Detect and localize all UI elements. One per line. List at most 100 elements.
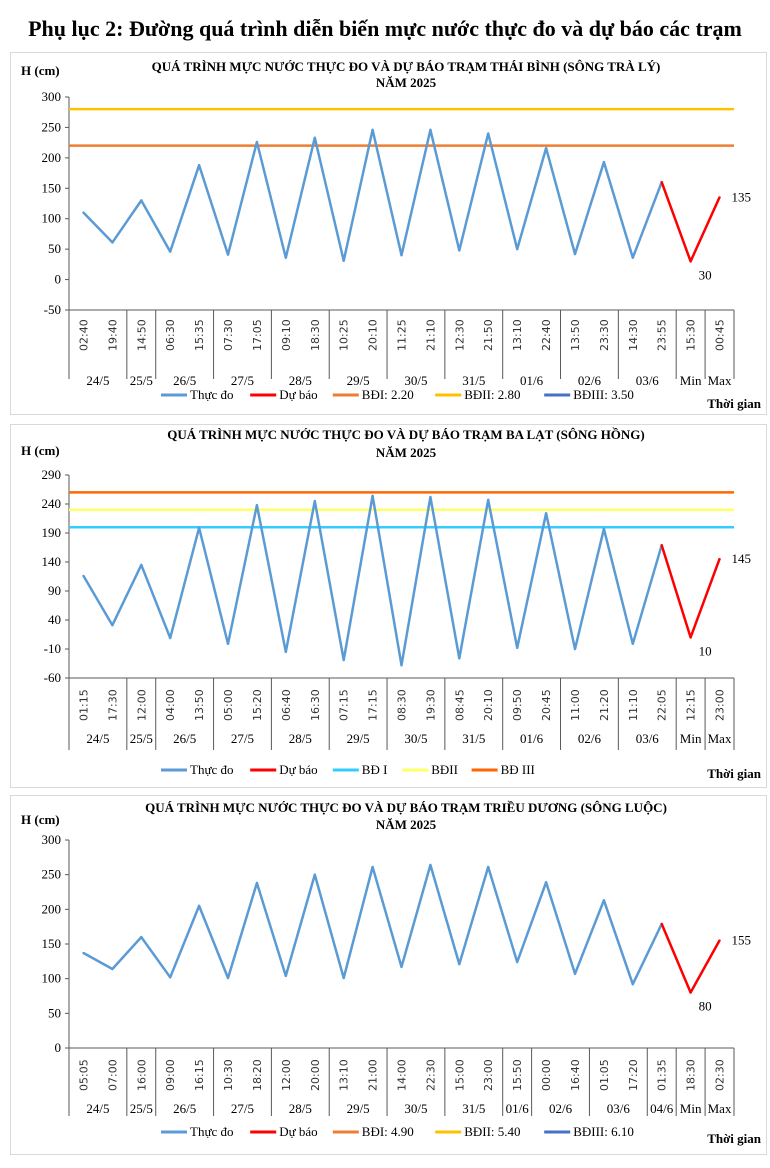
x-tick-label: 15:35 — [193, 319, 206, 351]
x-tick-label: 02:40 — [77, 319, 90, 351]
data-point — [602, 527, 606, 531]
data-point — [255, 503, 259, 507]
x-date-label: 24/5 — [86, 731, 109, 746]
legend-label: BĐII: 2.80 — [464, 387, 520, 402]
x-tick-label: 02:30 — [714, 1059, 727, 1091]
data-point — [429, 863, 432, 867]
measured-series-line — [82, 863, 663, 986]
x-tick-label: 11:25 — [396, 319, 409, 351]
chart-subtitle: NĂM 2025 — [376, 817, 437, 832]
x-date-label: 25/5 — [130, 373, 153, 388]
x-tick-label: 17:15 — [367, 689, 380, 721]
data-point — [197, 904, 201, 908]
y-tick-label: -10 — [44, 641, 61, 656]
x-tick-label: 16:15 — [193, 1059, 206, 1091]
x-date-label: 24/5 — [86, 1101, 109, 1116]
y-tick-label: 200 — [42, 901, 62, 916]
x-date-label: Min — [680, 731, 702, 746]
data-point — [140, 563, 143, 567]
data-point — [429, 495, 432, 499]
data-point — [111, 241, 114, 244]
x-date-label: 29/5 — [347, 373, 370, 388]
x-tick-label: 01:15 — [77, 689, 90, 721]
x-tick-label: 06:40 — [280, 689, 293, 721]
x-tick-label: 19:40 — [106, 319, 119, 351]
data-point — [400, 254, 403, 257]
data-point — [689, 991, 692, 994]
forecast-value-label: 10 — [699, 643, 712, 658]
forecast-value-label: 145 — [732, 551, 752, 566]
x-date-label: 30/5 — [404, 373, 427, 388]
legend-label: BĐIII: 6.10 — [573, 1124, 634, 1139]
y-tick-label: 240 — [42, 496, 62, 511]
legend-label: Dự báo — [279, 762, 317, 777]
y-tick-label: -60 — [44, 670, 61, 685]
data-point — [718, 557, 721, 561]
x-tick-label: 20:10 — [482, 689, 495, 721]
data-point — [602, 899, 606, 902]
x-date-label: 28/5 — [289, 1101, 312, 1116]
x-date-label: 30/5 — [404, 731, 427, 746]
x-tick-label: 13:50 — [569, 319, 582, 351]
data-point — [660, 543, 663, 547]
data-point — [515, 960, 519, 964]
data-point — [400, 664, 403, 667]
x-tick-label: 19:30 — [424, 689, 437, 721]
x-date-label: 28/5 — [289, 373, 312, 388]
chart-subtitle: NĂM 2025 — [376, 75, 437, 90]
data-point — [255, 140, 259, 144]
x-date-label: 02/6 — [578, 373, 602, 388]
legend-item: BĐII: 5.40 — [435, 1124, 521, 1139]
y-tick-label: 100 — [42, 971, 62, 986]
legend-label: Thực đo — [190, 387, 234, 402]
legend-item: BĐI: 4.90 — [332, 1124, 414, 1139]
chart-svg: QUÁ TRÌNH MỰC NƯỚC THỰC ĐO VÀ DỰ BÁO TRẠ… — [21, 427, 762, 781]
x-date-label: 02/6 — [549, 1101, 573, 1116]
data-point — [284, 650, 288, 654]
data-point — [371, 494, 374, 498]
data-point — [226, 642, 230, 645]
data-point — [515, 646, 519, 650]
x-tick-label: 12:15 — [685, 689, 698, 721]
data-point — [168, 636, 172, 640]
data-point — [660, 922, 663, 926]
forecast-series-line — [660, 181, 721, 263]
data-point — [342, 259, 345, 262]
y-tick-label: 190 — [42, 525, 62, 540]
forecast-value-label: 135 — [732, 189, 752, 204]
data-point — [458, 657, 461, 660]
data-point — [544, 881, 548, 884]
legend-label: BĐ III — [501, 762, 535, 777]
y-tick-label: 100 — [42, 211, 62, 226]
data-point — [487, 865, 490, 869]
x-tick-label: 17:20 — [627, 1059, 640, 1091]
x-tick-label: 23:00 — [714, 689, 727, 721]
x-date-label: 24/5 — [86, 373, 109, 388]
forecast-value-label: 155 — [732, 933, 752, 948]
chart-title: QUÁ TRÌNH MỰC NƯỚC THỰC ĐO VÀ DỰ BÁO TRẠ… — [152, 59, 661, 74]
x-tick-label: 13:50 — [193, 689, 206, 721]
data-point — [400, 965, 403, 969]
legend-label: BĐI: 4.90 — [362, 1124, 414, 1139]
legend-label: BĐI: 2.20 — [362, 387, 414, 402]
legend-item: BĐ III — [471, 762, 535, 777]
x-date-label: 28/5 — [289, 731, 312, 746]
legend-label: Thực đo — [190, 1124, 234, 1139]
data-point — [140, 199, 143, 202]
x-date-label: 02/6 — [578, 731, 602, 746]
x-tick-label: 07:15 — [338, 689, 351, 721]
data-point — [487, 132, 490, 135]
data-point — [82, 574, 85, 578]
y-tick-label: 50 — [48, 241, 61, 256]
data-point — [573, 252, 577, 256]
legend-item: Thực đo — [161, 387, 234, 402]
x-tick-label: 16:30 — [309, 689, 322, 721]
x-tick-label: 22:40 — [540, 319, 553, 351]
data-point — [429, 128, 432, 132]
legend-label: Thực đo — [190, 762, 234, 777]
x-date-label: 26/5 — [173, 373, 196, 388]
x-tick-label: 18:20 — [251, 1059, 264, 1091]
x-tick-label: 06:30 — [164, 319, 177, 351]
x-tick-label: 17:30 — [106, 689, 119, 721]
x-tick-label: 12:30 — [453, 319, 466, 351]
